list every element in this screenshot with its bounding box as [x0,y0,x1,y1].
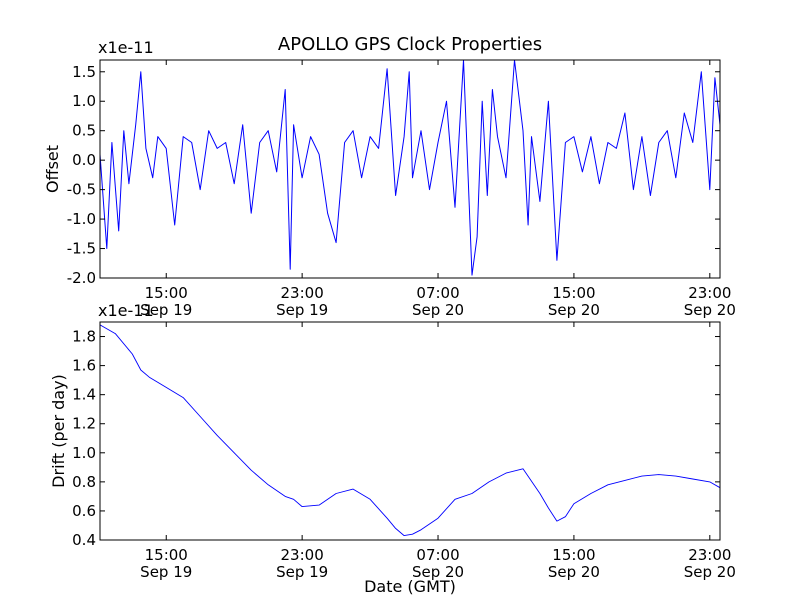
offset-x-tick-date: Sep 19 [276,301,328,319]
drift-x-tick-date: Sep 20 [684,563,736,581]
drift-scale-label: x1e-11 [98,301,154,320]
drift-x-tick-time: 15:00 [145,546,188,564]
offset-y-tick-label: -2.0 [67,269,96,287]
offset-x-tick-date: Sep 20 [548,301,600,319]
drift-y-label: Drift (per day) [49,374,68,488]
drift-x-tick-time: 23:00 [688,546,731,564]
drift-x-tick-time: 15:00 [552,546,595,564]
drift-x-tick-date: Sep 19 [276,563,328,581]
offset-x-tick-time: 15:00 [552,284,595,302]
offset-y-tick-label: 0.0 [72,151,96,169]
drift-x-tick-date: Sep 20 [412,563,464,581]
drift-y-tick-label: 0.6 [72,502,96,520]
offset-x-tick-date: Sep 19 [140,301,192,319]
offset-axes-frame [99,59,721,279]
drift-x-tick-time: 23:00 [281,546,324,564]
offset-x-tick-date: Sep 20 [412,301,464,319]
x-axis-label: Date (GMT) [364,577,456,596]
drift-y-tick-label: 1.2 [72,415,96,433]
drift-x-tick-time: 07:00 [416,546,459,564]
drift-y-tick-label: 1.4 [72,386,96,404]
offset-scale-label: x1e-11 [98,38,154,57]
drift-y-tick-label: 1.8 [72,328,96,346]
offset-series [99,59,721,276]
drift-x-tick-date: Sep 20 [548,563,600,581]
drift-axes-frame [99,321,721,541]
drift-series [99,324,721,537]
offset-y-tick-label: -1.0 [67,210,96,228]
offset-x-tick-date: Sep 20 [684,301,736,319]
drift-y-tick-label: 1.6 [72,357,96,375]
drift-y-tick-label: 1.0 [72,444,96,462]
offset-y-label: Offset [43,145,62,193]
offset-line [99,59,721,276]
offset-y-tick-label: 0.5 [72,122,96,140]
offset-x-tick-time: 07:00 [416,284,459,302]
offset-y-tick-label: 1.0 [72,92,96,110]
offset-x-tick-time: 15:00 [145,284,188,302]
offset-y-tick-label: -1.5 [67,240,96,258]
drift-x-tick-date: Sep 19 [140,563,192,581]
offset-x-tick-time: 23:00 [281,284,324,302]
offset-y-tick-label: -0.5 [67,181,96,199]
drift-y-tick-label: 0.4 [72,531,96,549]
offset-x-tick-time: 23:00 [688,284,731,302]
chart-title: APOLLO GPS Clock Properties [278,34,542,55]
drift-y-tick-label: 0.8 [72,473,96,491]
offset-y-tick-label: 1.5 [72,63,96,81]
drift-line [99,324,721,537]
